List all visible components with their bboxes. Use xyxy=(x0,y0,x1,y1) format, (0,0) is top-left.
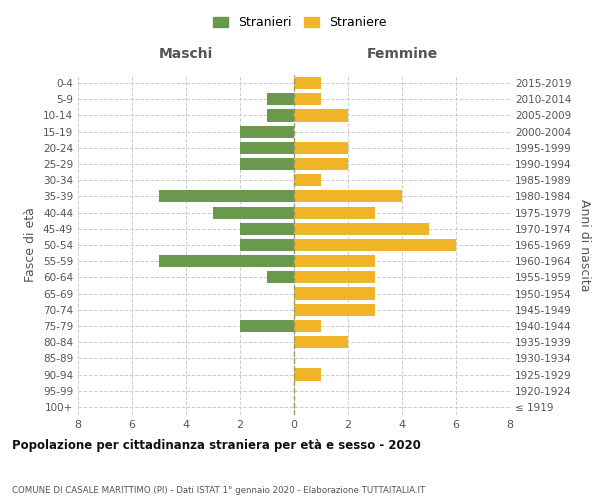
Text: COMUNE DI CASALE MARITTIMO (PI) - Dati ISTAT 1° gennaio 2020 - Elaborazione TUTT: COMUNE DI CASALE MARITTIMO (PI) - Dati I… xyxy=(12,486,425,495)
Bar xyxy=(294,110,348,122)
Bar xyxy=(294,239,456,251)
Bar xyxy=(294,288,375,300)
Y-axis label: Fasce di età: Fasce di età xyxy=(25,208,37,282)
Bar xyxy=(294,158,348,170)
Y-axis label: Anni di nascita: Anni di nascita xyxy=(578,198,591,291)
Bar xyxy=(294,336,348,348)
Legend: Stranieri, Straniere: Stranieri, Straniere xyxy=(208,11,392,34)
Bar xyxy=(267,110,294,122)
Bar xyxy=(294,255,375,268)
Bar xyxy=(267,272,294,283)
Bar xyxy=(159,190,294,202)
Bar xyxy=(240,320,294,332)
Text: Maschi: Maschi xyxy=(159,48,213,62)
Bar xyxy=(294,77,321,89)
Bar xyxy=(240,222,294,235)
Bar xyxy=(240,158,294,170)
Text: Femmine: Femmine xyxy=(367,48,437,62)
Bar xyxy=(294,93,321,106)
Bar xyxy=(294,190,402,202)
Bar xyxy=(240,126,294,138)
Bar xyxy=(294,174,321,186)
Bar xyxy=(294,368,321,380)
Text: Popolazione per cittadinanza straniera per età e sesso - 2020: Popolazione per cittadinanza straniera p… xyxy=(12,440,421,452)
Bar xyxy=(294,272,375,283)
Bar xyxy=(159,255,294,268)
Bar xyxy=(294,320,321,332)
Bar xyxy=(267,93,294,106)
Bar xyxy=(294,222,429,235)
Bar xyxy=(294,206,375,218)
Bar xyxy=(213,206,294,218)
Bar xyxy=(294,304,375,316)
Bar xyxy=(240,239,294,251)
Bar xyxy=(240,142,294,154)
Bar xyxy=(294,142,348,154)
